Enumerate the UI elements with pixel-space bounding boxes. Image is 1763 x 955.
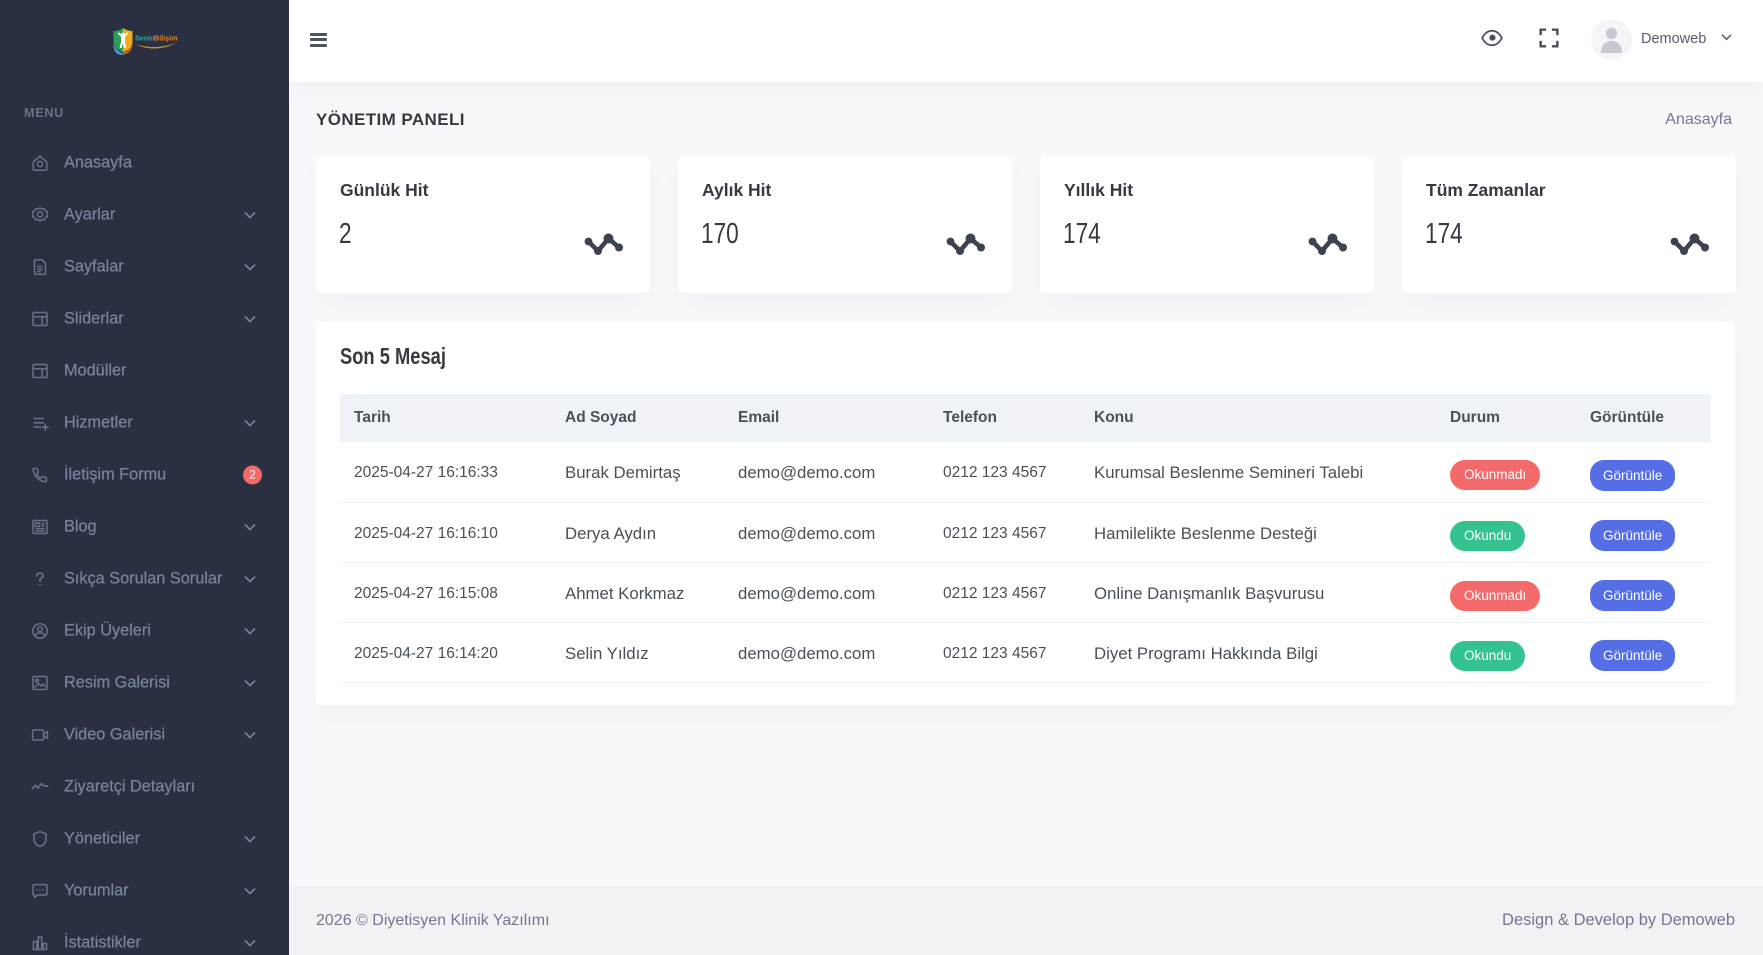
svg-text:Senin: Senin (135, 33, 155, 42)
svg-text:Bilişim: Bilişim (154, 33, 178, 42)
